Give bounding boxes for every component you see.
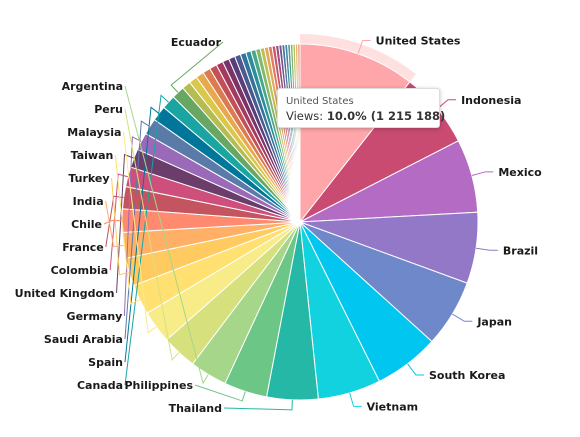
connector-united-states [357,40,371,54]
label-thailand: Thailand [169,402,222,415]
chart-tooltip: United States Views: 10.0% (1 215 188) [277,88,445,128]
label-colombia: Colombia [51,264,109,277]
label-indonesia: Indonesia [461,94,521,107]
label-united-states: United States [376,35,461,48]
tooltip-body: Views: 10.0% (1 215 188) [286,108,445,124]
connector-france [105,195,124,248]
tooltip-series-label: Views: [286,109,324,123]
connector-colombia [109,173,128,271]
label-south-korea: South Korea [429,369,505,382]
label-connectors [103,40,498,411]
label-vietnam: Vietnam [367,400,419,413]
connector-philippines [194,384,246,402]
label-taiwan: Taiwan [71,149,114,162]
connector-germany [123,136,142,317]
label-ecuador: Ecuador [171,36,222,49]
connector-brazil [475,247,498,251]
connector-saudi-arabia [124,120,151,340]
connector-turkey [111,177,130,276]
label-canada: Canada [77,379,123,392]
connector-united-kingdom [116,153,135,294]
connector-mexico [471,171,494,176]
label-germany: Germany [67,310,123,323]
label-philippines: Philippines [124,379,193,392]
connector-taiwan [114,154,141,305]
connector-indonesia [436,99,457,110]
label-malaysia: Malaysia [67,126,121,139]
connector-chile [103,220,123,225]
connector-japan [452,313,473,322]
label-mexico: Mexico [498,166,542,179]
connector-malaysia [122,131,157,334]
connector-spain [124,106,160,363]
label-turkey: Turkey [68,172,109,185]
connector-south-korea [407,363,424,376]
label-argentina: Argentina [62,80,123,93]
slice-labels: United States Indonesia Mexico Brazil Japan S… [15,35,542,415]
tooltip-value: 10.0% (1 215 188) [326,109,446,123]
pie-slices [121,43,479,401]
connector-canada [124,94,169,386]
connector-ecuador [170,41,224,93]
tooltip-title: United States [286,96,354,107]
connector-india [105,200,124,248]
connector-thailand [223,399,293,411]
connector-peru [124,108,180,361]
label-brazil: Brazil [503,244,538,257]
label-saudi-arabia: Saudi Arabia [44,333,123,346]
label-india: India [73,195,104,208]
connector-vietnam [349,392,362,407]
label-chile: Chile [71,218,102,231]
label-france: France [62,241,103,254]
label-peru: Peru [94,103,123,116]
label-united-kingdom: United Kingdom [15,287,115,300]
connector-argentina [124,85,209,385]
label-japan: Japan [476,315,512,328]
label-spain: Spain [88,356,123,369]
